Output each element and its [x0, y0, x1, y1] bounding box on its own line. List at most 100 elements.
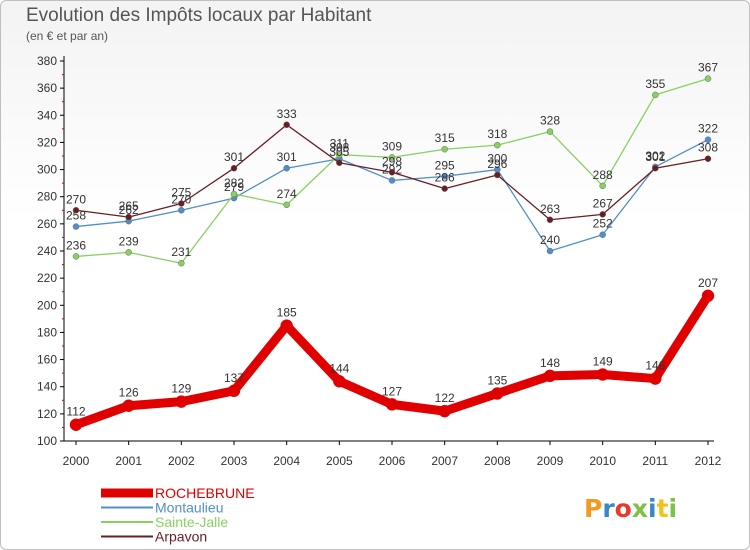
legend-label: ROCHEBRUNE [155, 485, 255, 501]
data-label: 275 [171, 186, 191, 200]
data-label: 252 [593, 217, 613, 231]
data-point [280, 319, 293, 332]
x-tick-label: 2001 [115, 454, 142, 468]
data-label: 282 [224, 176, 244, 190]
legend-label: Arpavon [155, 529, 207, 545]
y-tick-label: 240 [37, 244, 57, 258]
y-tick-label: 340 [37, 108, 57, 122]
data-label: 185 [277, 306, 297, 320]
data-point [438, 404, 451, 418]
data-point [704, 155, 712, 162]
data-label: 137 [224, 371, 244, 385]
data-label: 296 [487, 157, 507, 171]
data-label: 148 [540, 356, 560, 370]
data-label: 300 [487, 152, 507, 166]
data-point [546, 247, 554, 255]
data-point [178, 259, 185, 267]
data-label: 135 [487, 374, 507, 388]
y-tick-label: 360 [37, 81, 57, 95]
data-point [494, 141, 501, 149]
data-point [652, 91, 659, 99]
y-tick-label: 300 [37, 163, 57, 177]
data-point [283, 201, 290, 209]
data-point [652, 164, 659, 172]
data-point [599, 182, 606, 190]
data-point [704, 136, 712, 143]
data-label: 298 [382, 154, 402, 168]
data-point [72, 253, 80, 260]
y-tick-label: 200 [37, 298, 57, 312]
data-point [178, 200, 185, 207]
data-label: 328 [540, 114, 560, 128]
x-tick-label: 2000 [63, 454, 90, 468]
data-label: 308 [698, 141, 718, 155]
data-point [596, 368, 609, 381]
data-label: 129 [171, 382, 191, 396]
data-label: 286 [435, 171, 455, 185]
data-point [388, 169, 396, 176]
data-label: 322 [698, 122, 718, 136]
data-label: 288 [593, 168, 613, 182]
y-tick-label: 140 [37, 380, 57, 394]
data-point [546, 216, 554, 224]
data-label: 301 [277, 150, 297, 164]
data-label: 305 [329, 145, 349, 159]
data-label: 127 [382, 384, 402, 398]
x-tick-label: 2004 [273, 454, 300, 468]
data-point [333, 375, 346, 388]
data-label: 318 [487, 127, 507, 141]
data-label: 311 [330, 137, 349, 151]
data-label: 355 [645, 77, 665, 91]
data-point [385, 398, 399, 411]
data-point [72, 207, 80, 214]
proxiti-logo: Proxiti [584, 494, 677, 523]
data-label: 207 [698, 276, 718, 290]
data-point [491, 387, 504, 400]
data-point [441, 173, 448, 180]
x-tick-label: 2005 [326, 454, 353, 468]
x-tick-label: 2009 [537, 454, 564, 468]
x-tick-label: 2007 [431, 454, 458, 468]
data-label: 144 [329, 361, 349, 375]
y-tick-label: 320 [37, 135, 57, 149]
x-tick-label: 2011 [642, 454, 668, 468]
data-label: 301 [645, 150, 665, 164]
data-label: 267 [593, 196, 613, 210]
data-point [599, 211, 606, 218]
data-label: 270 [66, 192, 86, 206]
data-label: 263 [540, 202, 560, 216]
data-point [704, 75, 712, 82]
data-label: 333 [277, 107, 297, 121]
data-point [69, 418, 83, 431]
data-point [441, 185, 448, 192]
data-point [701, 289, 715, 303]
data-point [175, 395, 188, 408]
data-point [283, 164, 290, 172]
data-point [388, 154, 396, 161]
y-tick-label: 280 [37, 190, 57, 204]
y-tick-label: 180 [37, 325, 57, 339]
data-point [336, 159, 343, 167]
data-label: 265 [119, 199, 139, 213]
data-point [125, 249, 132, 256]
data-label: 231 [171, 245, 191, 259]
data-point [546, 128, 554, 135]
data-label: 315 [435, 131, 455, 145]
series-arpavon: 270 265 275 301 333 305 298 286 296 263 267 301 308 [66, 107, 718, 224]
y-tick-label: 120 [37, 407, 57, 421]
legend-label: Montaulieu [155, 500, 224, 516]
data-point [125, 213, 132, 221]
data-point [230, 190, 238, 198]
data-point [178, 207, 185, 214]
data-label: 258 [66, 209, 86, 223]
data-point [72, 223, 80, 230]
x-tick-label: 2002 [168, 454, 195, 468]
data-label: 367 [698, 61, 718, 75]
data-label: 122 [435, 391, 455, 405]
data-label: 270 [171, 192, 191, 206]
x-tick-label: 2012 [695, 454, 722, 468]
data-label: 240 [540, 233, 560, 247]
chart-subtitle: (en € et par an) [26, 29, 109, 43]
